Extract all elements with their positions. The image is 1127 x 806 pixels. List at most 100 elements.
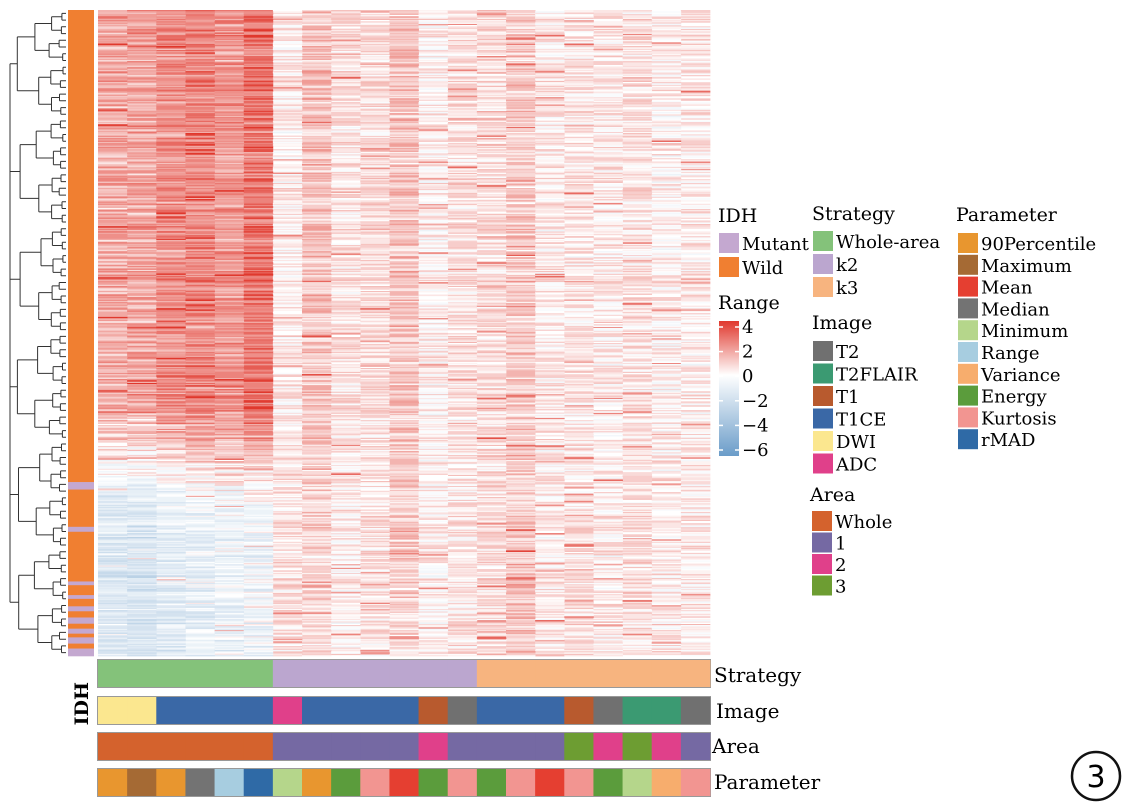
idh-segment-wild-12	[68, 623, 94, 629]
image-legend-label-1: T2FLAIR	[836, 365, 918, 386]
idh-segment-wild-10	[68, 611, 94, 618]
image-cell-0	[98, 697, 128, 724]
parameter-legend-swatch-7	[958, 385, 978, 406]
parameter-cell-3	[185, 769, 215, 796]
strategy-legend-swatch-0	[813, 231, 833, 251]
parameter-cell-18	[622, 769, 653, 796]
heatmap-cell-group-7	[98, 10, 711, 657]
image-legend-label-5: ADC	[835, 455, 877, 476]
heatmap-cells	[98, 10, 711, 657]
strategy-cell-17	[593, 660, 623, 687]
area-cell-5	[243, 733, 274, 760]
parameter-legend-label-6: Variance	[980, 365, 1061, 386]
area-cell-18	[622, 733, 653, 760]
idh-segment-wild-14	[68, 633, 94, 638]
parameter-legend-label-1: Maximum	[981, 256, 1072, 277]
area-legend-label-0: Whole	[835, 512, 892, 533]
strategy-legend-label-2: k3	[836, 278, 858, 299]
idh-axis-label: IDH	[71, 682, 93, 725]
image-legend-swatch-2	[813, 386, 833, 406]
idh-segment-wild-16	[68, 643, 94, 649]
idh-segment-mutant-17	[68, 648, 94, 657]
image-cell-16	[564, 697, 594, 724]
idh-segment-mutant-3	[68, 526, 94, 533]
area-cell-13	[476, 733, 507, 760]
strategy-cell-2	[156, 660, 186, 687]
area-legend-swatch-3	[812, 575, 832, 596]
strategy-cell-18	[622, 660, 653, 687]
image-legend-swatch-1	[813, 363, 833, 384]
strategy-cell-11	[418, 660, 449, 687]
area-cell-6	[272, 733, 303, 760]
idh-segment-mutant-1	[68, 482, 94, 490]
idh-row-annotation	[68, 10, 94, 657]
image-legend-swatch-4	[813, 431, 833, 451]
parameter-cell-9	[360, 769, 390, 796]
range-tick-label-4: −4	[742, 415, 769, 436]
parameter-legend-label-8: Kurtosis	[981, 408, 1057, 429]
panel-number-circle	[1070, 750, 1122, 802]
strategy-cell-4	[214, 660, 245, 687]
idh-segment-mutant-13	[68, 628, 94, 634]
strategy-cell-12	[447, 660, 478, 687]
idh-segment-wild-2	[68, 489, 94, 528]
area-cell-4	[214, 733, 245, 760]
area-legend-label-3: 3	[835, 577, 846, 598]
row-dendrogram	[9, 12, 66, 654]
strategy-cell-10	[389, 660, 419, 687]
image-cell-2	[156, 697, 186, 724]
idh-segment-mutant-5	[68, 581, 94, 586]
area-cell-0	[98, 733, 128, 760]
range-tick-label-2: 0	[742, 366, 753, 387]
image-cell-6	[272, 697, 303, 724]
parameter-legend-swatch-2	[958, 276, 978, 297]
strategy-bar-label: Strategy	[714, 663, 802, 687]
heatmap-cell-group-20	[98, 478, 274, 654]
idh-segment-wild-0	[68, 10, 94, 483]
strategy-legend-title: Strategy	[812, 203, 895, 225]
parameter-bar-frame	[97, 768, 711, 797]
area-cell-3	[185, 733, 215, 760]
heatmap-cell-group-6	[98, 10, 711, 657]
parameter-cell-1	[127, 769, 157, 796]
strategy-bar-frame	[97, 659, 711, 688]
parameter-cell-11	[418, 769, 449, 796]
heatmap-cell-group-26	[98, 530, 186, 652]
parameter-cell-20	[680, 769, 711, 796]
strategy-cell-20	[680, 660, 711, 687]
heatmap-cell-group-8	[98, 10, 711, 656]
image-cell-7	[302, 697, 332, 724]
image-legend-label-0: T2	[836, 342, 859, 363]
strategy-cell-16	[564, 660, 594, 687]
parameter-cell-16	[564, 769, 594, 796]
area-bar-label: Area	[711, 734, 760, 758]
area-cell-17	[593, 733, 623, 760]
idh-segment-mutant-15	[68, 637, 94, 644]
parameter-cell-15	[535, 769, 565, 796]
image-cell-3	[185, 697, 215, 724]
heatmap-cell-group-23	[98, 495, 245, 657]
area-legend-swatch-1	[812, 532, 832, 553]
image-cell-20	[680, 697, 711, 724]
parameter-cell-5	[243, 769, 274, 796]
heatmap-cell-group-22	[98, 485, 274, 657]
strategy-cell-13	[476, 660, 507, 687]
image-bar-frame	[97, 696, 711, 725]
area-cell-15	[535, 733, 565, 760]
strategy-legend-swatch-2	[813, 277, 833, 297]
parameter-legend-swatch-9	[958, 429, 978, 450]
parameter-legend-label-4: Minimum	[981, 321, 1068, 342]
idh-segment-mutant-9	[68, 606, 94, 612]
image-legend-label-4: DWI	[836, 432, 876, 453]
image-cell-10	[389, 697, 419, 724]
area-legend-label-2: 2	[835, 555, 846, 576]
strategy-cell-5	[243, 660, 274, 687]
parameter-legend-swatch-8	[958, 407, 978, 428]
range-tick-label-1: 2	[742, 342, 753, 363]
area-cell-8	[331, 733, 361, 760]
column-annotation-bars	[97, 659, 711, 797]
area-cell-7	[302, 733, 332, 760]
image-bar-label: Image	[716, 699, 779, 723]
